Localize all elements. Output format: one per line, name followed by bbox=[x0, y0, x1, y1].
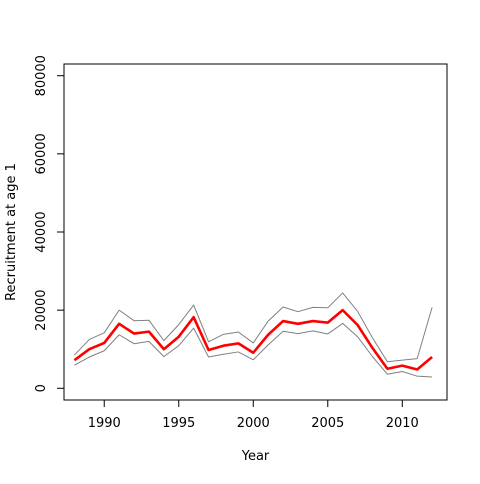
series-line-upper bbox=[74, 292, 433, 363]
x-tick-label-2005: 2005 bbox=[311, 416, 344, 431]
x-tick-label-1990: 1990 bbox=[88, 416, 121, 431]
y-tick-label-0: 0 bbox=[34, 384, 49, 392]
y-tick-label-40000: 40000 bbox=[34, 211, 49, 252]
y-tick-label-20000: 20000 bbox=[34, 289, 49, 330]
y-tick-label-60000: 60000 bbox=[34, 133, 49, 174]
y-axis-label: Recruitment at age 1 bbox=[4, 163, 19, 301]
series-line-estimate bbox=[73, 308, 433, 371]
axes-layer: 1990 1995 2000 2005 2010 0 20000 40000 60000 8000… bbox=[34, 55, 419, 431]
x-tick-label-2010: 2010 bbox=[386, 416, 419, 431]
y-tick-label-80000: 80000 bbox=[34, 55, 49, 96]
x-axis-label: Year bbox=[241, 449, 270, 464]
x-tick-label-2000: 2000 bbox=[237, 416, 270, 431]
series-line-lower bbox=[74, 322, 433, 378]
series-layer bbox=[73, 292, 433, 378]
x-tick-label-1995: 1995 bbox=[162, 416, 195, 431]
